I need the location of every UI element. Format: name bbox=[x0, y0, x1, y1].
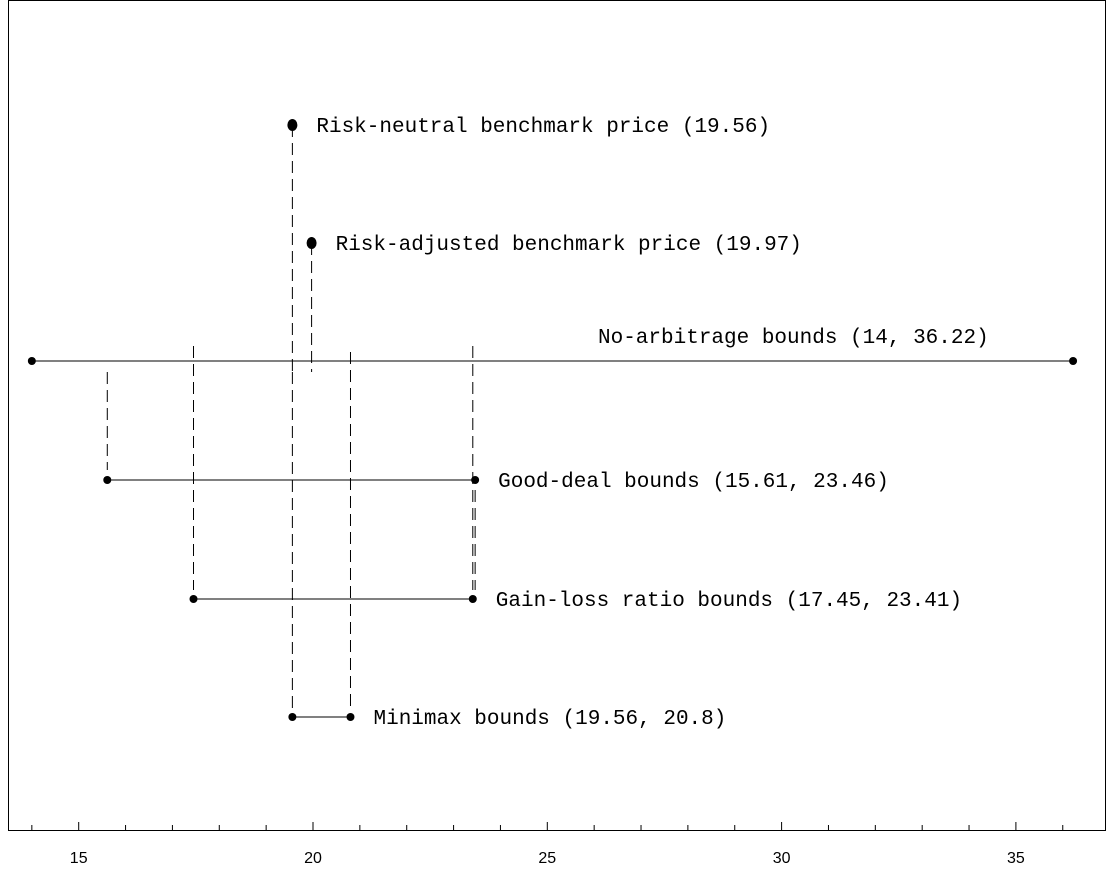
intervals-2-label: Gain-loss ratio bounds (17.45, 23.41) bbox=[496, 590, 962, 613]
interval-segments bbox=[31, 360, 1074, 718]
x-tick-label: 25 bbox=[538, 850, 556, 867]
guide-lines bbox=[106, 125, 476, 708]
intervals-1-label: Good-deal bounds (15.61, 23.46) bbox=[498, 471, 889, 494]
risk-neutral-benchmark-price-point bbox=[287, 119, 298, 131]
x-tick-label: 30 bbox=[773, 850, 791, 867]
no-arbitrage-bounds-low-point bbox=[27, 357, 36, 365]
points-1-label: Risk-adjusted benchmark price (19.97) bbox=[336, 234, 802, 257]
gain-loss-ratio-bounds-low-point bbox=[189, 595, 198, 603]
minimax-bounds-high-point bbox=[346, 713, 355, 721]
data-points bbox=[27, 119, 1078, 721]
points-0-label: Risk-neutral benchmark price (19.56) bbox=[316, 116, 770, 139]
x-tick-label: 15 bbox=[70, 850, 88, 867]
annotation-labels: Risk-neutral benchmark price (19.56) Risk… bbox=[316, 116, 988, 731]
x-tick-label: 35 bbox=[1007, 850, 1025, 867]
gain-loss-ratio-bounds-high-point bbox=[468, 595, 477, 603]
good-deal-bounds-high-point bbox=[471, 476, 480, 484]
minimax-bounds-low-point bbox=[288, 713, 297, 721]
intervals-3-label: Minimax bounds (19.56, 20.8) bbox=[373, 708, 726, 731]
intervals-0-label: No-arbitrage bounds (14, 36.22) bbox=[598, 327, 989, 350]
no-arbitrage-bounds-high-point bbox=[1069, 357, 1078, 365]
risk-adjusted-benchmark-price-point bbox=[306, 237, 317, 249]
x-tick-label: 20 bbox=[304, 850, 322, 867]
good-deal-bounds-low-point bbox=[103, 476, 112, 484]
x-axis: 15 20 25 30 35 bbox=[31, 822, 1064, 867]
